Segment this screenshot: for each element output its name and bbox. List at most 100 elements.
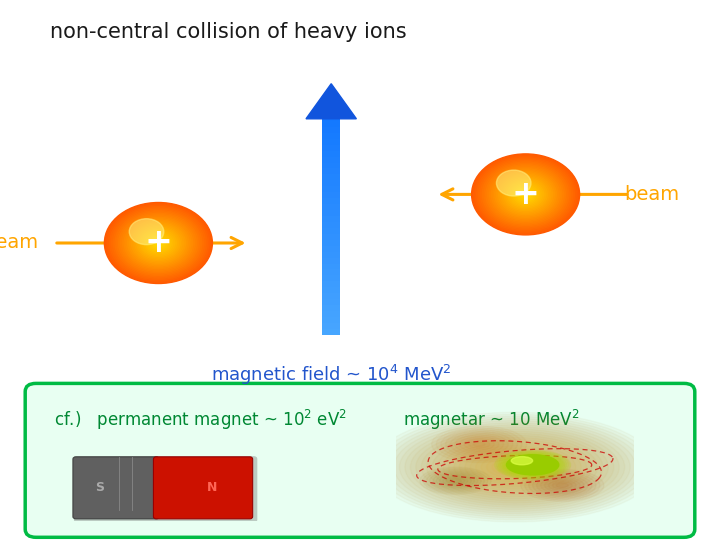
Circle shape	[515, 186, 536, 202]
Circle shape	[524, 193, 527, 195]
Text: beam: beam	[624, 185, 679, 204]
Circle shape	[474, 156, 578, 233]
Circle shape	[150, 237, 167, 249]
Text: +: +	[145, 226, 172, 260]
Circle shape	[121, 214, 196, 271]
Polygon shape	[323, 127, 341, 133]
Circle shape	[498, 174, 553, 214]
Circle shape	[511, 184, 540, 205]
Circle shape	[130, 221, 187, 265]
Polygon shape	[323, 305, 341, 311]
Polygon shape	[323, 275, 341, 281]
Circle shape	[479, 159, 572, 230]
Text: magnetar ~ 10 MeV$^2$: magnetar ~ 10 MeV$^2$	[403, 408, 580, 432]
Circle shape	[139, 228, 179, 258]
FancyBboxPatch shape	[25, 383, 695, 537]
Circle shape	[145, 233, 171, 253]
Circle shape	[117, 212, 200, 274]
Polygon shape	[323, 293, 341, 299]
Polygon shape	[323, 139, 341, 145]
Circle shape	[481, 160, 571, 228]
Circle shape	[492, 168, 560, 220]
Circle shape	[119, 213, 198, 273]
Polygon shape	[323, 299, 341, 305]
Polygon shape	[323, 186, 341, 192]
Polygon shape	[323, 252, 341, 258]
Circle shape	[485, 163, 567, 226]
Circle shape	[108, 205, 209, 281]
Polygon shape	[323, 234, 341, 240]
Text: magnetic field ~ 10$^4$ MeV$^2$: magnetic field ~ 10$^4$ MeV$^2$	[211, 363, 451, 387]
Polygon shape	[323, 109, 341, 115]
Polygon shape	[323, 258, 341, 264]
Polygon shape	[323, 192, 341, 198]
Circle shape	[477, 158, 575, 231]
Circle shape	[522, 192, 529, 197]
Polygon shape	[323, 246, 341, 252]
Polygon shape	[323, 311, 341, 317]
Polygon shape	[323, 174, 341, 180]
Circle shape	[143, 231, 174, 255]
Circle shape	[486, 165, 565, 224]
Circle shape	[490, 167, 562, 221]
Circle shape	[482, 162, 569, 227]
Circle shape	[126, 219, 191, 267]
Circle shape	[140, 230, 176, 256]
Circle shape	[122, 216, 194, 270]
Circle shape	[104, 202, 212, 284]
Circle shape	[110, 206, 207, 280]
Circle shape	[135, 226, 181, 261]
Circle shape	[495, 172, 557, 217]
Polygon shape	[323, 180, 341, 186]
Circle shape	[503, 177, 549, 212]
Polygon shape	[323, 97, 341, 103]
Circle shape	[517, 187, 534, 201]
Circle shape	[518, 189, 533, 200]
Circle shape	[500, 176, 551, 213]
Circle shape	[155, 240, 162, 246]
Circle shape	[112, 208, 205, 278]
Circle shape	[153, 239, 164, 247]
Polygon shape	[306, 84, 356, 119]
Circle shape	[148, 235, 169, 251]
Circle shape	[508, 181, 544, 208]
Polygon shape	[323, 264, 341, 269]
Polygon shape	[323, 163, 341, 168]
Text: non-central collision of heavy ions: non-central collision of heavy ions	[50, 22, 407, 42]
Polygon shape	[323, 198, 341, 204]
Circle shape	[132, 222, 186, 263]
Circle shape	[488, 166, 563, 222]
Circle shape	[497, 173, 554, 216]
Circle shape	[493, 170, 558, 219]
Polygon shape	[323, 240, 341, 246]
Circle shape	[133, 224, 184, 262]
Circle shape	[497, 170, 531, 196]
Circle shape	[504, 178, 547, 211]
Circle shape	[510, 183, 542, 206]
Circle shape	[137, 227, 180, 259]
Polygon shape	[323, 115, 341, 121]
Polygon shape	[323, 151, 341, 157]
Circle shape	[144, 232, 173, 254]
Polygon shape	[323, 121, 341, 127]
Text: +: +	[512, 178, 539, 211]
Circle shape	[521, 190, 531, 198]
Polygon shape	[323, 281, 341, 287]
Circle shape	[513, 185, 539, 204]
Polygon shape	[323, 317, 341, 323]
Circle shape	[107, 204, 210, 282]
Circle shape	[475, 157, 576, 232]
Polygon shape	[323, 168, 341, 174]
Circle shape	[130, 219, 164, 245]
Text: beam: beam	[0, 233, 38, 253]
Text: cf.)   permanent magnet ~ 10$^2$ eV$^2$: cf.) permanent magnet ~ 10$^2$ eV$^2$	[54, 408, 347, 432]
Polygon shape	[323, 133, 341, 139]
Polygon shape	[323, 222, 341, 228]
Circle shape	[472, 154, 580, 235]
Polygon shape	[323, 210, 341, 216]
Polygon shape	[323, 103, 341, 109]
Polygon shape	[323, 216, 341, 222]
Polygon shape	[323, 323, 341, 329]
Polygon shape	[323, 287, 341, 293]
Polygon shape	[323, 269, 341, 275]
